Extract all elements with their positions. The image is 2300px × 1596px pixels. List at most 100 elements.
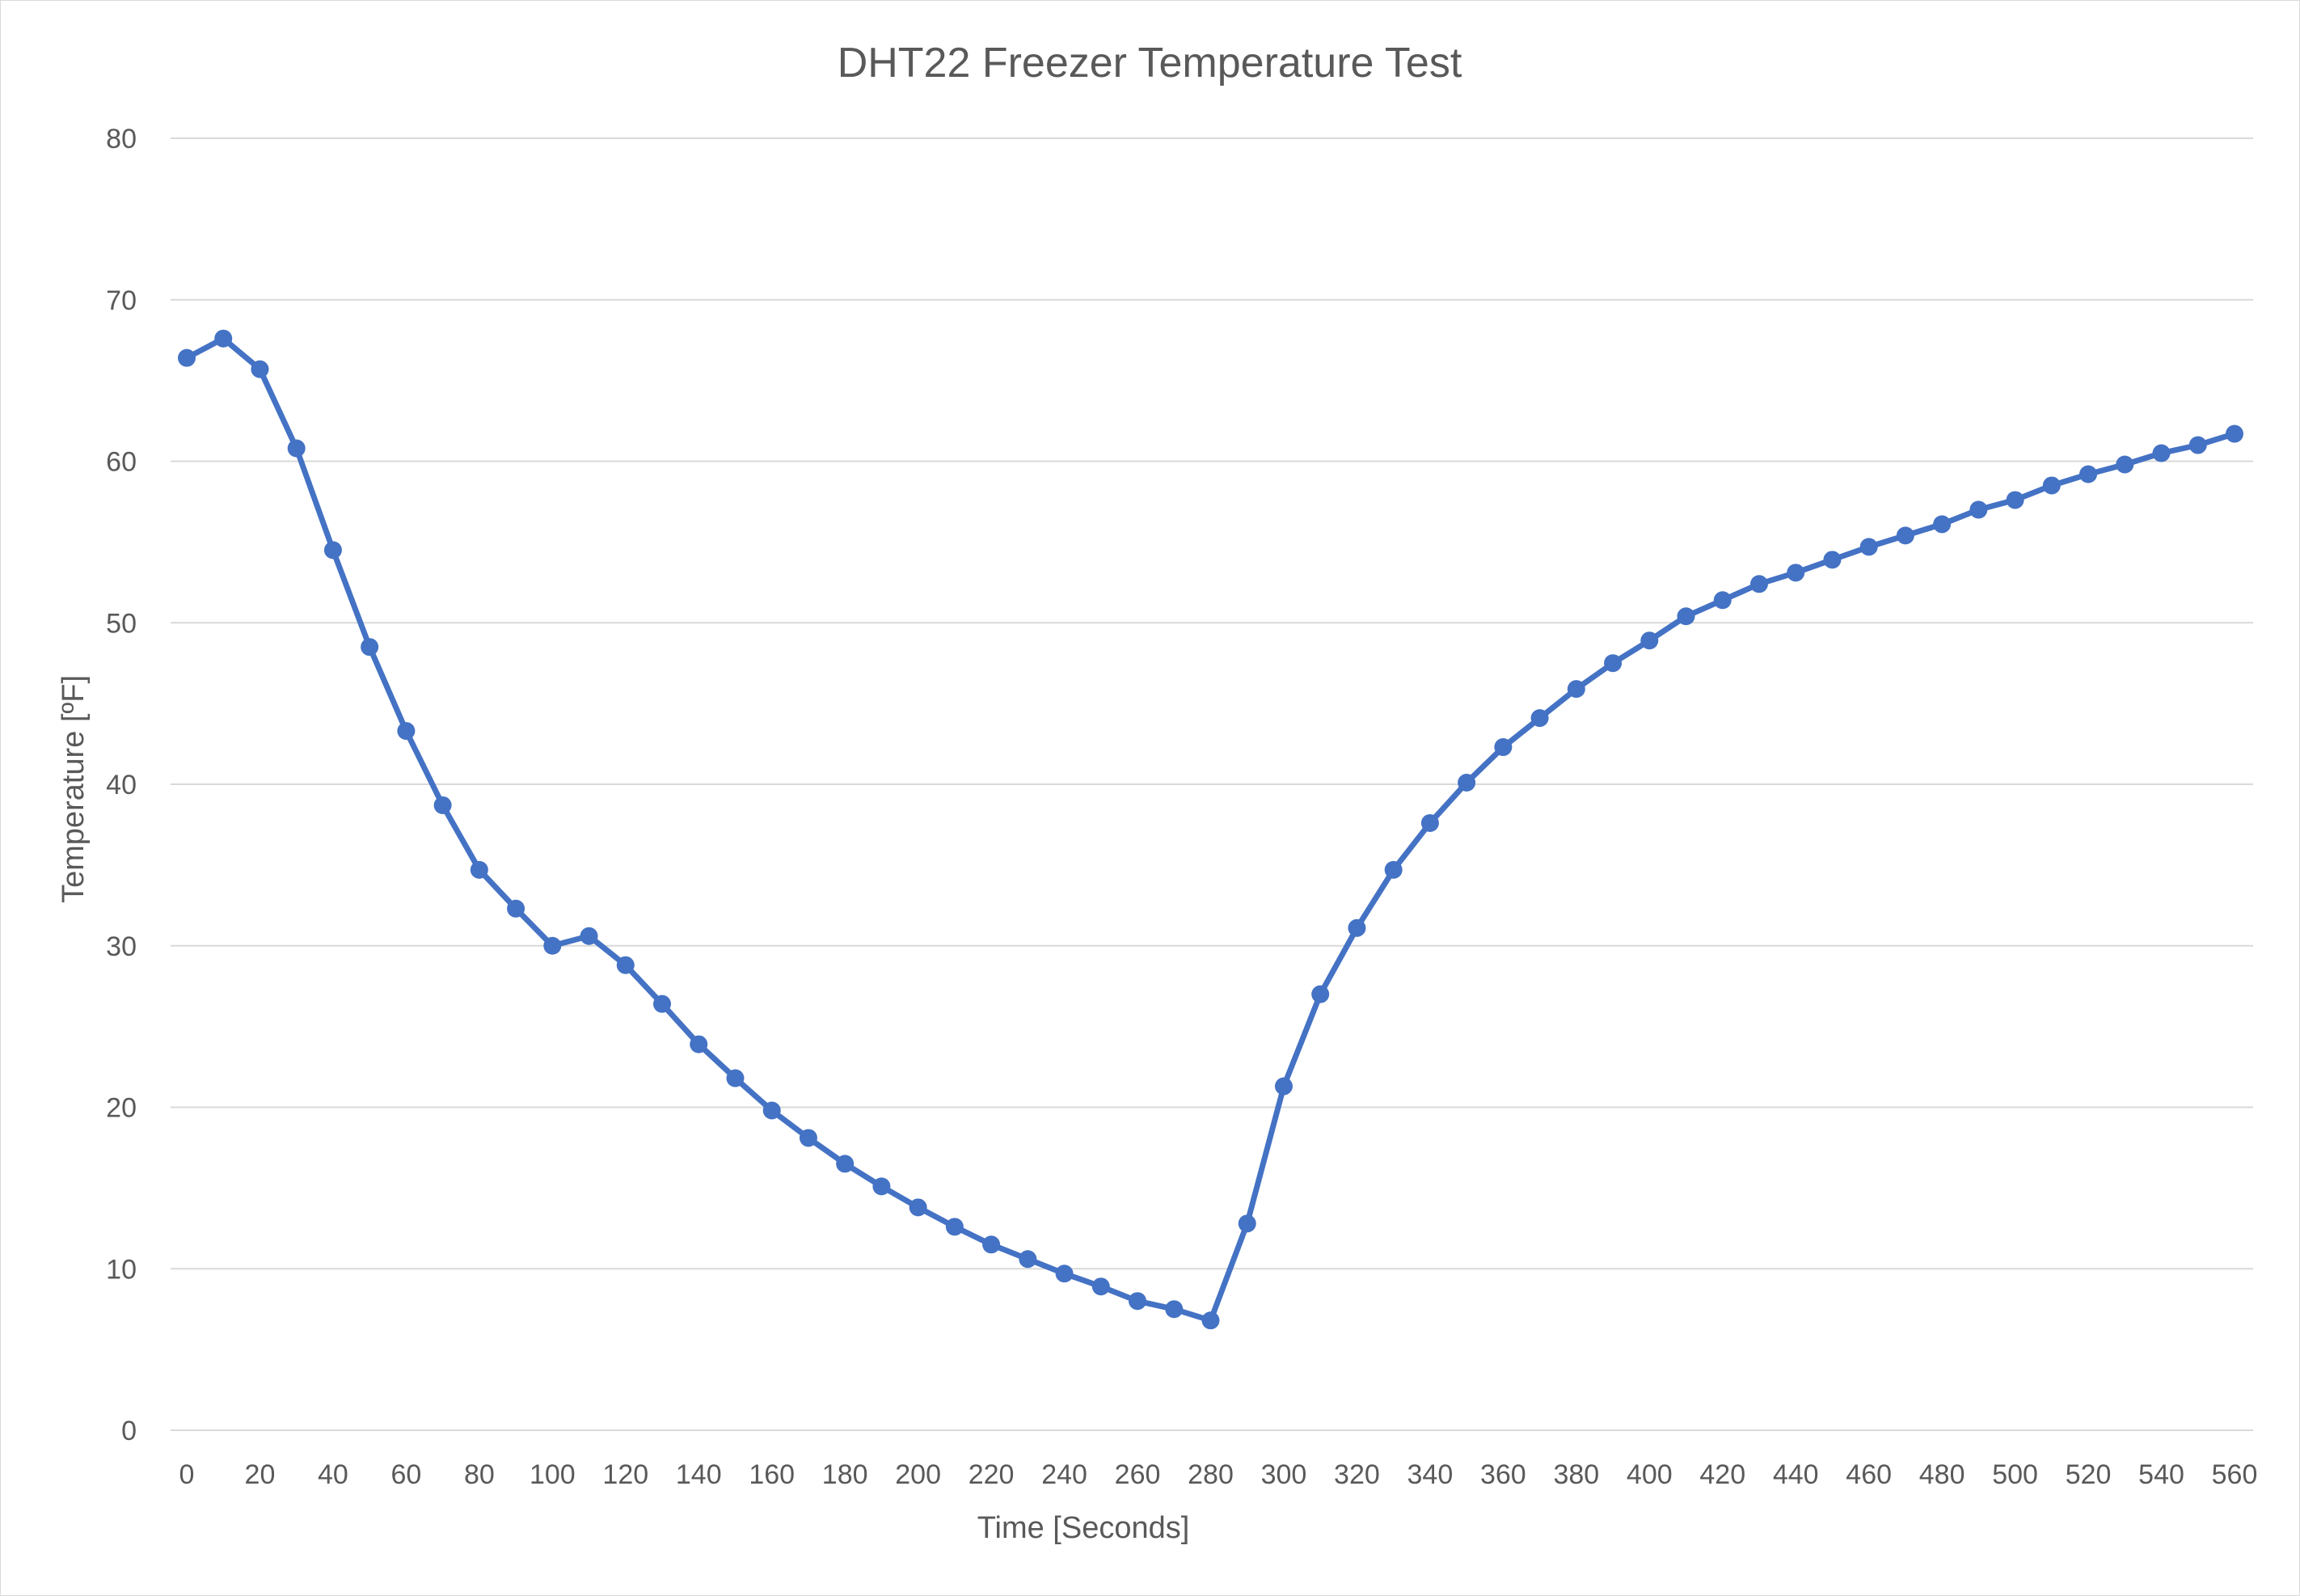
series-layer <box>178 329 2243 1330</box>
y-tick-label: 0 <box>121 1416 137 1446</box>
x-axis-title: Time [Seconds] <box>977 1511 1190 1545</box>
data-point <box>1859 538 1878 556</box>
x-tick-label: 560 <box>2212 1459 2258 1490</box>
data-point <box>616 956 635 974</box>
y-tick-label: 70 <box>106 285 137 316</box>
x-tick-label: 460 <box>1846 1459 1892 1490</box>
x-tick-label: 200 <box>895 1459 941 1490</box>
data-point <box>1933 515 1952 534</box>
data-point <box>2152 444 2171 462</box>
data-point <box>653 994 672 1013</box>
data-point <box>1091 1277 1110 1296</box>
data-point <box>1238 1214 1256 1233</box>
data-point <box>1274 1077 1293 1096</box>
y-tick-label: 50 <box>106 608 137 639</box>
data-point <box>909 1198 927 1217</box>
x-tick-label: 380 <box>1553 1459 1599 1490</box>
y-axis-tick-labels: 0 10 20 30 40 50 60 70 80 <box>106 124 137 1446</box>
x-tick-label: 40 <box>318 1459 348 1490</box>
data-point <box>872 1177 891 1196</box>
x-tick-label: 340 <box>1407 1459 1454 1490</box>
data-point <box>433 796 452 814</box>
y-tick-label: 30 <box>106 931 137 962</box>
data-point <box>2116 455 2134 474</box>
data-point <box>1823 551 1842 569</box>
gridlines <box>171 137 2253 1431</box>
x-tick-label: 20 <box>245 1459 276 1490</box>
data-point <box>982 1235 1001 1254</box>
data-point <box>470 860 488 879</box>
data-point <box>1713 591 1732 610</box>
series-line <box>184 336 2238 1324</box>
data-point <box>580 927 598 945</box>
x-tick-label: 320 <box>1334 1459 1380 1490</box>
x-tick-label: 120 <box>602 1459 648 1490</box>
data-point <box>690 1035 708 1053</box>
data-point <box>836 1155 855 1173</box>
x-tick-label: 540 <box>2138 1459 2184 1490</box>
y-tick-label: 10 <box>106 1254 137 1285</box>
data-point <box>2226 424 2243 443</box>
data-point <box>1567 680 1585 699</box>
x-tick-label: 300 <box>1261 1459 1307 1490</box>
x-tick-label: 160 <box>749 1459 795 1490</box>
data-point <box>251 360 269 378</box>
data-point <box>1165 1300 1184 1319</box>
data-point <box>1494 738 1513 757</box>
data-point <box>2042 476 2061 495</box>
data-point <box>945 1218 964 1236</box>
data-point <box>2188 436 2207 454</box>
data-point <box>1896 526 1914 545</box>
data-point <box>1129 1292 1147 1311</box>
data-point <box>397 722 416 741</box>
data-point <box>1969 500 1988 519</box>
data-point <box>507 899 525 918</box>
data-point <box>1604 654 1623 673</box>
y-tick-label: 20 <box>106 1093 137 1124</box>
x-tick-label: 520 <box>2066 1459 2112 1490</box>
y-axis-title: Temperature [ºF] <box>57 675 91 903</box>
x-tick-label: 0 <box>179 1459 195 1490</box>
x-tick-label: 220 <box>969 1459 1015 1490</box>
x-tick-label: 240 <box>1041 1459 1087 1490</box>
data-point <box>287 439 306 458</box>
x-tick-label: 280 <box>1188 1459 1234 1490</box>
x-tick-label: 180 <box>822 1459 868 1490</box>
data-point <box>1201 1311 1220 1330</box>
x-tick-label: 420 <box>1699 1459 1745 1490</box>
x-tick-label: 440 <box>1773 1459 1819 1490</box>
data-point <box>1530 709 1549 728</box>
x-tick-label: 260 <box>1115 1459 1161 1490</box>
data-point <box>1055 1265 1074 1283</box>
data-point <box>1420 813 1439 832</box>
x-tick-label: 360 <box>1480 1459 1526 1490</box>
x-axis-tick-labels: 0 20 40 60 80 100 120 140 160 180 200 220 240 260 280 3… <box>179 1459 2258 1490</box>
data-point <box>1749 575 1768 593</box>
x-tick-label: 400 <box>1627 1459 1673 1490</box>
data-point <box>323 541 342 559</box>
y-tick-label: 80 <box>106 124 137 154</box>
data-point <box>178 348 196 367</box>
x-tick-label: 140 <box>676 1459 722 1490</box>
chart-title: DHT22 Freezer Temperature Test <box>838 40 1462 87</box>
data-point <box>1019 1250 1037 1269</box>
x-tick-label: 500 <box>1992 1459 2038 1490</box>
data-point <box>1384 860 1403 879</box>
data-point <box>1311 985 1330 1003</box>
data-point <box>726 1069 745 1087</box>
data-point <box>1677 607 1695 626</box>
data-point <box>214 329 233 348</box>
data-point <box>762 1101 781 1120</box>
data-point <box>2079 465 2098 483</box>
data-point <box>361 638 379 657</box>
x-tick-label: 80 <box>464 1459 495 1490</box>
data-point <box>1458 774 1476 792</box>
data-point <box>543 936 562 955</box>
data-point <box>1787 564 1805 582</box>
x-tick-label: 480 <box>1919 1459 1965 1490</box>
data-point <box>1640 631 1659 650</box>
data-point <box>1348 918 1366 937</box>
x-tick-label: 100 <box>530 1459 576 1490</box>
